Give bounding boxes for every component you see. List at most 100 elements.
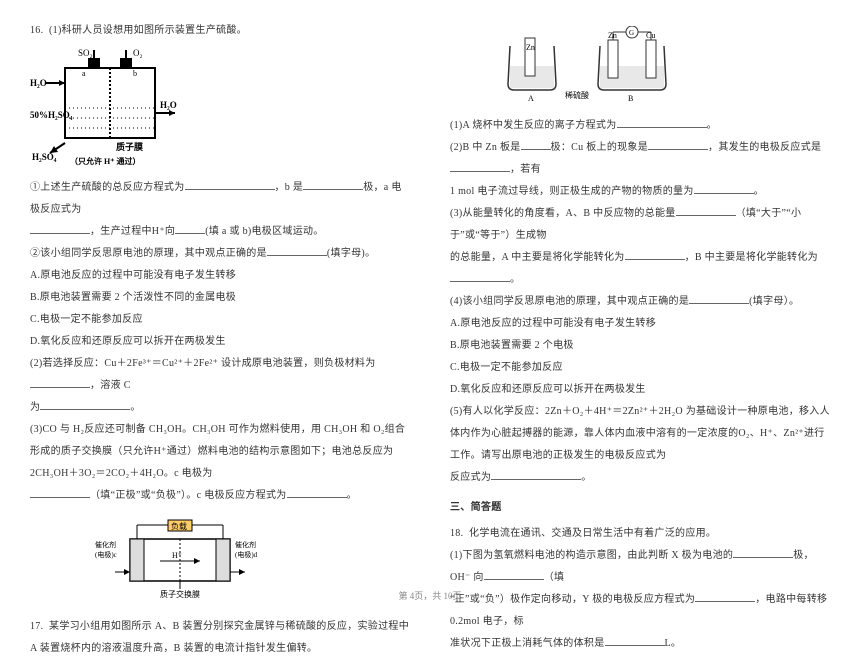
t: 。 — [707, 120, 717, 131]
t: 的总能量，A 中主要是将化学能转化为 — [450, 252, 625, 263]
q16-p1-2: ，生产过程中H⁺向 (填 a 或 b)电极区域运动。 — [30, 221, 410, 243]
t: ，若有 — [510, 164, 541, 175]
blank — [30, 488, 90, 498]
t: (4)该小组同学反思原电池的原理，其中观点正确的是 — [450, 296, 689, 307]
q18-num: 18. — [450, 528, 463, 539]
d1-h2so4-50: 50%H₂SO₄ — [30, 110, 73, 120]
q17-text: 某学习小组用如图所示 A、B 装置分别探究金属锌与稀硫酸的反应，实验过程中 A … — [30, 621, 409, 654]
t: (1)下图为氢氧燃料电池的构造示意图，由此判断 X 极为电池的 — [450, 550, 733, 561]
t: ，溶液 C — [90, 380, 131, 391]
blank — [617, 118, 707, 128]
r-l7: (5)有人以化学反应：2Zn＋O₂＋4H⁺＝2Zn²⁺＋2H₂O 为基础设计一种… — [450, 401, 830, 467]
blank — [450, 272, 510, 282]
d1-o2: O₂ — [133, 48, 143, 58]
page-footer: 第 4页，共 10页 — [0, 589, 860, 602]
d2-cat-r: 催化剂 — [235, 540, 256, 549]
q18-p1: (1)下图为氢氧燃料电池的构造示意图，由此判断 X 极为电池的极，OH⁻ 向（填 — [450, 545, 830, 589]
blank — [175, 224, 205, 234]
d3-zn-l: Zn — [526, 43, 535, 52]
blank — [484, 570, 544, 580]
t: (填字母)。 — [327, 248, 375, 259]
q16-optB: B.原电池装置需要 2 个活泼性不同的金属电极 — [30, 287, 410, 309]
t: 为 — [30, 402, 40, 413]
q16-intro-text: (1)科研人员设想用如图所示装置生产硫酸。 — [49, 25, 247, 36]
t: L。 — [665, 638, 682, 649]
blank — [450, 162, 510, 172]
r-l5: 的总能量，A 中主要是将化学能转化为 ，B 中主要是将化学能转化为。 — [450, 247, 830, 291]
blank — [40, 400, 130, 410]
blank — [605, 636, 665, 646]
t: (5)有人以化学反应：2Zn＋O₂＋4H⁺＝2Zn²⁺＋2H₂O 为基础设计一种… — [450, 406, 830, 461]
q16-p2: ②该小组同学反思原电池的原理，其中观点正确的是 (填字母)。 — [30, 243, 410, 265]
blank — [30, 224, 90, 234]
d1-h2so4: H₂SO₄ — [32, 152, 57, 162]
q16-p3-2: 为。 — [30, 397, 410, 419]
q16-optC: C.电极一定不能参加反应 — [30, 309, 410, 331]
q16-p4: (3)CO 与 H₂反应还可制备 CH₃OH。CH₃OH 可作为燃料使用，用 C… — [30, 419, 410, 485]
d2-cat-rd: (电极)d — [235, 550, 258, 559]
q16-diagram1: SO₂ O₂ a b H₂O H₂O 50%H₂SO₄ H₂SO₄ 质子膜 （只… — [30, 48, 410, 171]
d1-a: a — [82, 69, 86, 78]
t: 准状况下正极上消耗气体的体积是 — [450, 638, 605, 649]
blank — [287, 488, 347, 498]
blank — [303, 180, 363, 190]
t: ，生产过程中H⁺向 — [90, 226, 175, 237]
d3-acid: 稀硫酸 — [565, 90, 589, 100]
q17: 17. 某学习小组用如图所示 A、B 装置分别探究金属锌与稀硫酸的反应，实验过程… — [30, 616, 410, 660]
t: (1)A 烧杯中发生反应的离子方程式为 — [450, 120, 617, 131]
r-l7tail: 反应式为。 — [450, 467, 830, 489]
blank — [676, 206, 736, 216]
q18-intro-text: 化学电流在通讯、交通及日常生活中有着广泛的应用。 — [469, 528, 716, 539]
d1-h2o-in: H₂O — [30, 78, 47, 88]
t: (填 a 或 b)电极区域运动。 — [205, 226, 323, 237]
q16-optA: A.原电池反应的过程中可能没有电子发生转移 — [30, 265, 410, 287]
r-l2: (2)B 中 Zn 板是极：Cu 板上的现象是，其发生的电极反应式是，若有 — [450, 137, 830, 181]
d2-load: 负载 — [171, 521, 187, 531]
r-optC: C.电极一定不能参加反应 — [450, 357, 830, 379]
d1-b: b — [133, 69, 137, 78]
blank — [625, 250, 685, 260]
q16-intro: 16. (1)科研人员设想用如图所示装置生产硫酸。 — [30, 20, 410, 42]
blank — [267, 246, 327, 256]
t: ②该小组同学反思原电池的原理，其中观点正确的是 — [30, 248, 267, 259]
blank — [30, 378, 90, 388]
r-optA: A.原电池反应的过程中可能没有电子发生转移 — [450, 313, 830, 335]
d1-so2: SO₂ — [78, 48, 93, 58]
t: ，其发生的电极反应式是 — [708, 142, 821, 153]
r-optB: B.原电池装置需要 2 个电极 — [450, 335, 830, 357]
t: 。 — [581, 472, 591, 483]
q16-p1: ①上述生产硫酸的总反应方程式为，b 是极，a 电极反应式为 — [30, 177, 410, 221]
t: 。 — [510, 274, 520, 285]
t: 。 — [347, 490, 357, 501]
r-l4: (3)从能量转化的角度看，A、B 中反应物的总能量（填“大于”“小于”或“等于”… — [450, 203, 830, 247]
q18-p3: 准状况下正极上消耗气体的体积是 L。 — [450, 633, 830, 655]
t: ①上述生产硫酸的总反应方程式为 — [30, 182, 185, 193]
q16-p3: (2)若选择反应：Cu＋2Fe³⁺＝Cu²⁺＋2Fe²⁺ 设计成原电池装置，则负… — [30, 353, 410, 397]
d2-cat-l: 催化剂 — [95, 540, 116, 549]
t: ，B 中主要是将化学能转化为 — [685, 252, 818, 263]
q16-optD: D.氧化反应和还原反应可以拆开在两极发生 — [30, 331, 410, 353]
d1-h2o-out: H₂O — [160, 100, 177, 110]
d2-cat-lc: (电极)c — [95, 550, 117, 559]
q17-diagram: Zn A Zn Cu G B 稀硫酸 — [500, 26, 830, 109]
d3-meter: G — [629, 29, 634, 37]
t: （填 — [544, 572, 565, 583]
blank — [689, 294, 749, 304]
q18-intro: 18. 化学电流在通讯、交通及日常生活中有着广泛的应用。 — [450, 523, 830, 545]
d3-b: B — [628, 94, 633, 103]
t: ，b 是 — [275, 182, 304, 193]
r-l3: 1 mol 电子流过导线，则正极生成的产物的物质的量为。 — [450, 181, 830, 203]
t: 。 — [130, 402, 140, 413]
t: (3)从能量转化的角度看，A、B 中反应物的总能量 — [450, 208, 676, 219]
q16-num: 16. — [30, 25, 43, 36]
blank — [521, 140, 551, 150]
blank — [733, 548, 793, 558]
blank — [694, 184, 754, 194]
t: (2)B 中 Zn 板是 — [450, 142, 521, 153]
r-optD: D.氧化反应和还原反应可以拆开在两极发生 — [450, 379, 830, 401]
blank — [648, 140, 708, 150]
t: 1 mol 电子流过导线，则正极生成的产物的物质的量为 — [450, 186, 694, 197]
d2-hplus: H⁺ — [172, 551, 182, 560]
t: (填字母）。 — [749, 296, 799, 307]
d1-note: （只允许 H⁺ 通过） — [70, 156, 140, 166]
